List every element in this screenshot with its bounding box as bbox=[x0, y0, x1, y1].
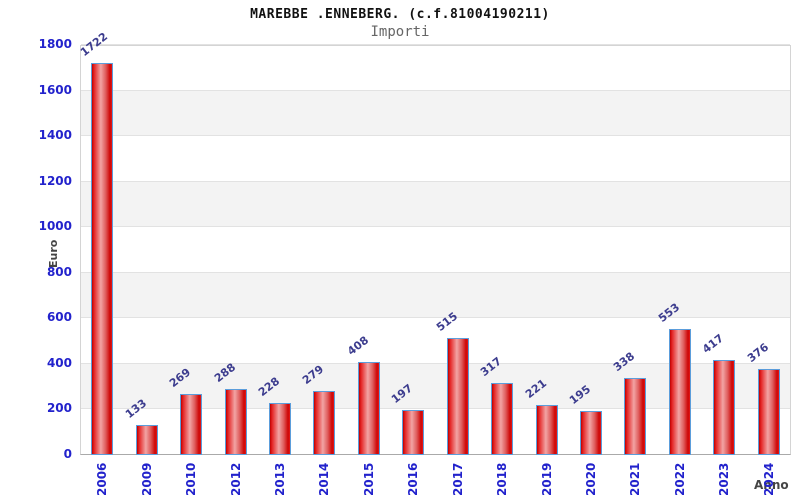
plot-band bbox=[81, 89, 790, 136]
x-tick-2015: 2015 bbox=[361, 462, 376, 496]
bar-2022 bbox=[669, 329, 691, 455]
x-tick-2023: 2023 bbox=[717, 462, 732, 496]
y-tick-label: 200 bbox=[46, 401, 72, 416]
x-tick-2017: 2017 bbox=[450, 462, 465, 496]
y-tick-label: 1000 bbox=[38, 219, 72, 234]
plot-band bbox=[81, 180, 790, 227]
plot-band bbox=[81, 271, 790, 318]
gridline bbox=[81, 180, 790, 182]
bar-2017 bbox=[447, 337, 469, 455]
bar-2010 bbox=[180, 393, 202, 455]
y-tick-label: 1600 bbox=[38, 82, 72, 97]
y-axis-title: Euro bbox=[47, 239, 60, 268]
y-tick-label: 1200 bbox=[38, 173, 72, 188]
gridline bbox=[81, 317, 790, 319]
bar-2016 bbox=[402, 410, 424, 455]
x-tick-2019: 2019 bbox=[539, 462, 554, 496]
bar-2014 bbox=[313, 391, 335, 455]
gridline bbox=[81, 135, 790, 137]
chart-title: MAREBBE .ENNEBERG. (c.f.81004190211) bbox=[250, 7, 550, 22]
x-axis-title: Anno bbox=[754, 478, 789, 492]
x-tick-2013: 2013 bbox=[272, 462, 287, 496]
y-tick-label: 800 bbox=[46, 264, 72, 279]
bar-2023 bbox=[713, 360, 735, 455]
x-tick-2009: 2009 bbox=[139, 462, 154, 496]
chart-subtitle: Importi bbox=[370, 24, 430, 40]
y-tick-label: 0 bbox=[63, 447, 72, 461]
gridline bbox=[81, 362, 790, 364]
bar-2019 bbox=[536, 404, 558, 455]
bar-2015 bbox=[358, 362, 380, 455]
x-tick-2018: 2018 bbox=[495, 462, 510, 496]
gridline bbox=[81, 271, 790, 273]
y-tick-label: 600 bbox=[46, 310, 72, 325]
x-tick-2022: 2022 bbox=[672, 462, 687, 496]
bar-2024 bbox=[758, 369, 780, 455]
gridline bbox=[81, 89, 790, 91]
y-tick-label: 1800 bbox=[38, 37, 72, 51]
x-tick-2020: 2020 bbox=[584, 462, 599, 496]
gridline bbox=[81, 408, 790, 410]
x-tick-2021: 2021 bbox=[628, 462, 643, 496]
x-tick-2014: 2014 bbox=[317, 462, 332, 496]
x-tick-2016: 2016 bbox=[406, 462, 421, 496]
y-tick-label: 1400 bbox=[38, 128, 72, 143]
x-tick-2012: 2012 bbox=[228, 462, 243, 496]
x-tick-2024: 2024 bbox=[761, 462, 776, 496]
bar-2020 bbox=[580, 410, 602, 455]
gridline bbox=[81, 44, 790, 45]
bar-2006 bbox=[91, 62, 113, 455]
bar-2021 bbox=[624, 378, 646, 455]
y-tick-label: 400 bbox=[46, 355, 72, 370]
gridline bbox=[81, 226, 790, 228]
bar-2009 bbox=[136, 424, 158, 455]
x-tick-2010: 2010 bbox=[184, 462, 199, 496]
bar-2012 bbox=[225, 389, 247, 455]
bar-2018 bbox=[491, 382, 513, 455]
x-tick-2006: 2006 bbox=[95, 462, 110, 496]
bar-2013 bbox=[269, 403, 291, 455]
